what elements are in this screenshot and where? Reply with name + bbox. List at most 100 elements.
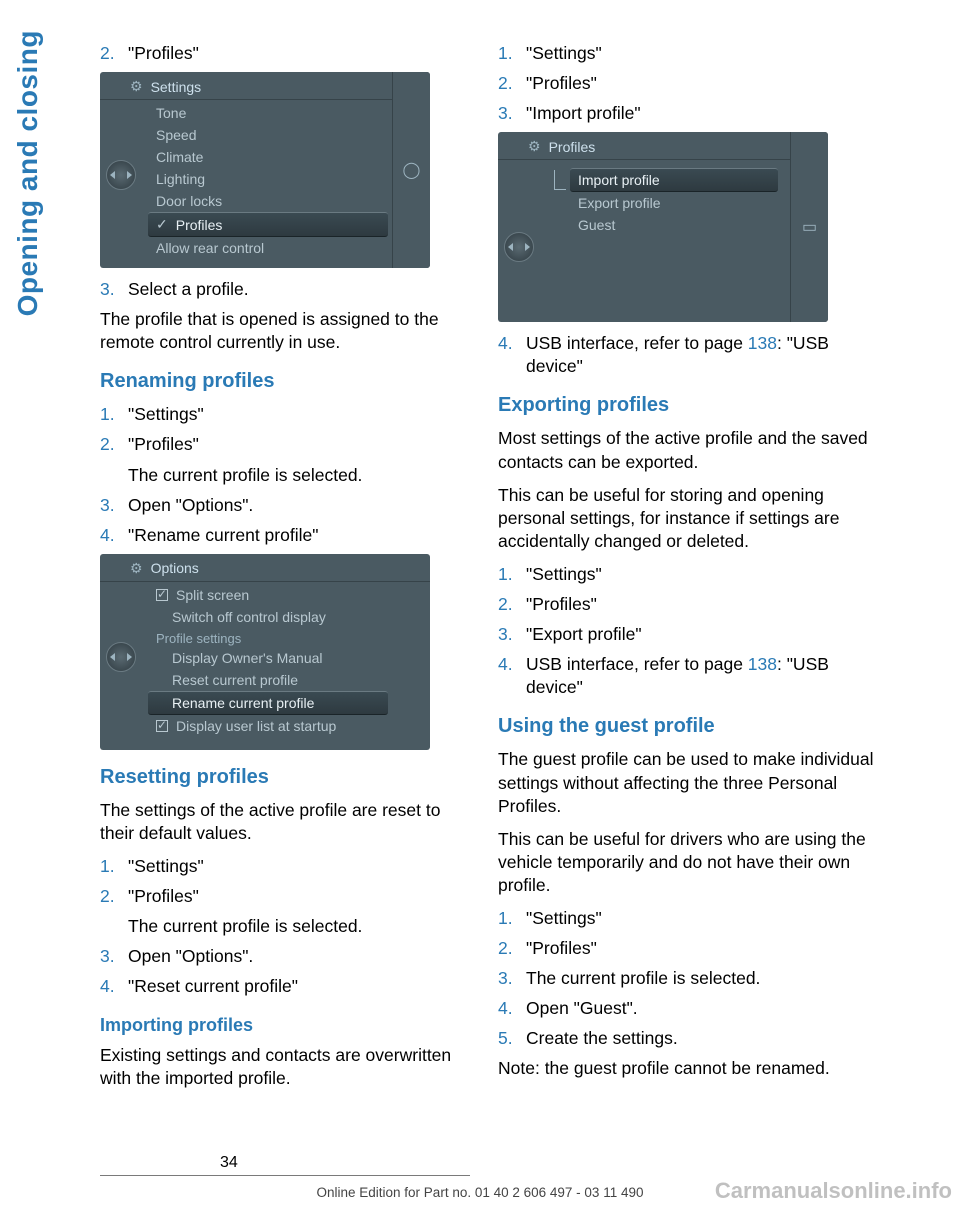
list-number: 4.: [498, 653, 526, 699]
screenshot-title: Settings: [151, 79, 202, 95]
list-text: "Import profile": [526, 102, 878, 125]
list-text: Open "Options".: [128, 945, 470, 968]
list-item: 3."Export profile": [498, 623, 878, 646]
paragraph: Existing settings and contacts are overw…: [100, 1044, 470, 1090]
list-item: 2."Profiles": [100, 433, 470, 456]
list-text: "Profiles": [128, 433, 470, 456]
menu-row-label: Display user list at startup: [176, 718, 336, 734]
list-subtext: The current profile is selected.: [128, 464, 470, 487]
list-item: 3."Import profile": [498, 102, 878, 125]
paragraph: Note: the guest profile cannot be rename…: [498, 1057, 878, 1080]
paragraph: Most settings of the active profile and …: [498, 427, 878, 473]
list-number: 4.: [498, 332, 526, 378]
menu-row-selected: ✓ Profiles: [148, 212, 388, 237]
page-number: 34: [220, 1154, 238, 1172]
list-number: 2.: [498, 72, 526, 95]
list-item: 2."Profiles": [100, 885, 470, 908]
list-text-a: USB interface, refer to page: [526, 654, 748, 674]
list-number: 2.: [100, 42, 128, 65]
list-number: 3.: [100, 494, 128, 517]
list-item: 3. Select a profile.: [100, 278, 470, 301]
list-number: 1.: [498, 563, 526, 586]
list-item: 1."Settings": [100, 403, 470, 426]
gear-icon: ⚙: [130, 78, 143, 95]
list-item: 1."Settings": [498, 907, 878, 930]
gear-icon: ⚙: [130, 560, 143, 577]
list-text: "Reset current profile": [128, 975, 470, 998]
list-number: 3.: [498, 102, 526, 125]
list-text: "Profiles": [526, 593, 878, 616]
list-text: "Settings": [526, 563, 878, 586]
menu-row-label: Split screen: [176, 587, 249, 603]
section-title-vertical: Opening and closing: [12, 30, 44, 316]
screenshot-menu: Import profile Export profile Guest: [498, 160, 828, 236]
paragraph: The guest profile can be used to make in…: [498, 748, 878, 817]
gear-icon: ⚙: [528, 138, 541, 155]
list-text: "Profiles": [128, 885, 470, 908]
heading-renaming: Renaming profiles: [100, 370, 470, 393]
list-text: USB interface, refer to page 138: "USB d…: [526, 332, 878, 378]
heading-importing: Importing profiles: [100, 1015, 470, 1036]
screenshot-right-panel: ▭: [790, 132, 828, 322]
screenshot-title: Options: [151, 560, 199, 576]
list-text: "Rename current profile": [128, 524, 470, 547]
list-text: Select a profile.: [128, 278, 470, 301]
screenshot-right-panel: ◯: [392, 72, 430, 268]
controller-knob-icon: [106, 160, 136, 190]
list-item: 1."Settings": [498, 563, 878, 586]
list-number: 1.: [100, 403, 128, 426]
list-item: 2. "Profiles": [100, 42, 470, 65]
page-link[interactable]: 138: [748, 333, 777, 353]
menu-row: Reset current profile: [148, 669, 430, 691]
screenshot-menu: Split screen Switch off control display …: [100, 582, 430, 737]
left-column: 2. "Profiles" ⚙ Settings Tone Speed Clim…: [100, 42, 470, 1100]
list-number: 5.: [498, 1027, 526, 1050]
menu-row: Display Owner's Manual: [148, 647, 430, 669]
list-text-a: USB interface, refer to page: [526, 333, 748, 353]
list-text: "Settings": [526, 42, 878, 65]
paragraph: This can be useful for storing and openi…: [498, 484, 878, 553]
list-number: 2.: [100, 885, 128, 908]
menu-row: Speed: [148, 124, 430, 146]
menu-row: Display user list at startup: [148, 715, 430, 737]
list-number: 4.: [100, 975, 128, 998]
list-item: 4.Open "Guest".: [498, 997, 878, 1020]
menu-row-selected: Import profile: [570, 168, 778, 192]
list-text: "Profiles": [526, 937, 878, 960]
menu-row: Tone: [148, 102, 430, 124]
list-text: The current profile is selected.: [526, 967, 878, 990]
list-text: Open "Options".: [128, 494, 470, 517]
page-content: 2. "Profiles" ⚙ Settings Tone Speed Clim…: [100, 42, 880, 1100]
list-subtext: The current profile is selected.: [128, 915, 470, 938]
list-number: 4.: [100, 524, 128, 547]
list-item: 2."Profiles": [498, 593, 878, 616]
list-number: 3.: [498, 623, 526, 646]
screenshot-title: Profiles: [549, 139, 596, 155]
list-number: 4.: [498, 997, 526, 1020]
paragraph: The settings of the active profile are r…: [100, 799, 470, 845]
paragraph: The profile that is opened is assigned t…: [100, 308, 470, 354]
screenshot-header: ⚙ Options: [100, 554, 430, 582]
list-text: "Settings": [128, 855, 470, 878]
screenshot-header: ⚙ Settings: [100, 72, 430, 100]
list-text: "Settings": [128, 403, 470, 426]
menu-row: Climate: [148, 146, 430, 168]
heading-resetting: Resetting profiles: [100, 766, 470, 789]
footer-divider: [100, 1175, 470, 1176]
list-number: 3.: [498, 967, 526, 990]
list-number: 3.: [100, 945, 128, 968]
controller-knob-icon: [504, 232, 534, 262]
list-item: 2."Profiles": [498, 937, 878, 960]
list-item: 1."Settings": [498, 42, 878, 65]
list-item: 1."Settings": [100, 855, 470, 878]
menu-section-header: Profile settings: [148, 628, 430, 647]
radio-icon: ◯: [403, 160, 421, 180]
list-number: 2.: [100, 433, 128, 456]
list-text: USB interface, refer to page 138: "USB d…: [526, 653, 878, 699]
checkbox-icon: [156, 720, 168, 732]
radio-icon: ▭: [802, 217, 817, 237]
list-text: "Export profile": [526, 623, 878, 646]
branch-line-icon: [554, 170, 566, 190]
page-link[interactable]: 138: [748, 654, 777, 674]
menu-row: Door locks: [148, 190, 430, 212]
